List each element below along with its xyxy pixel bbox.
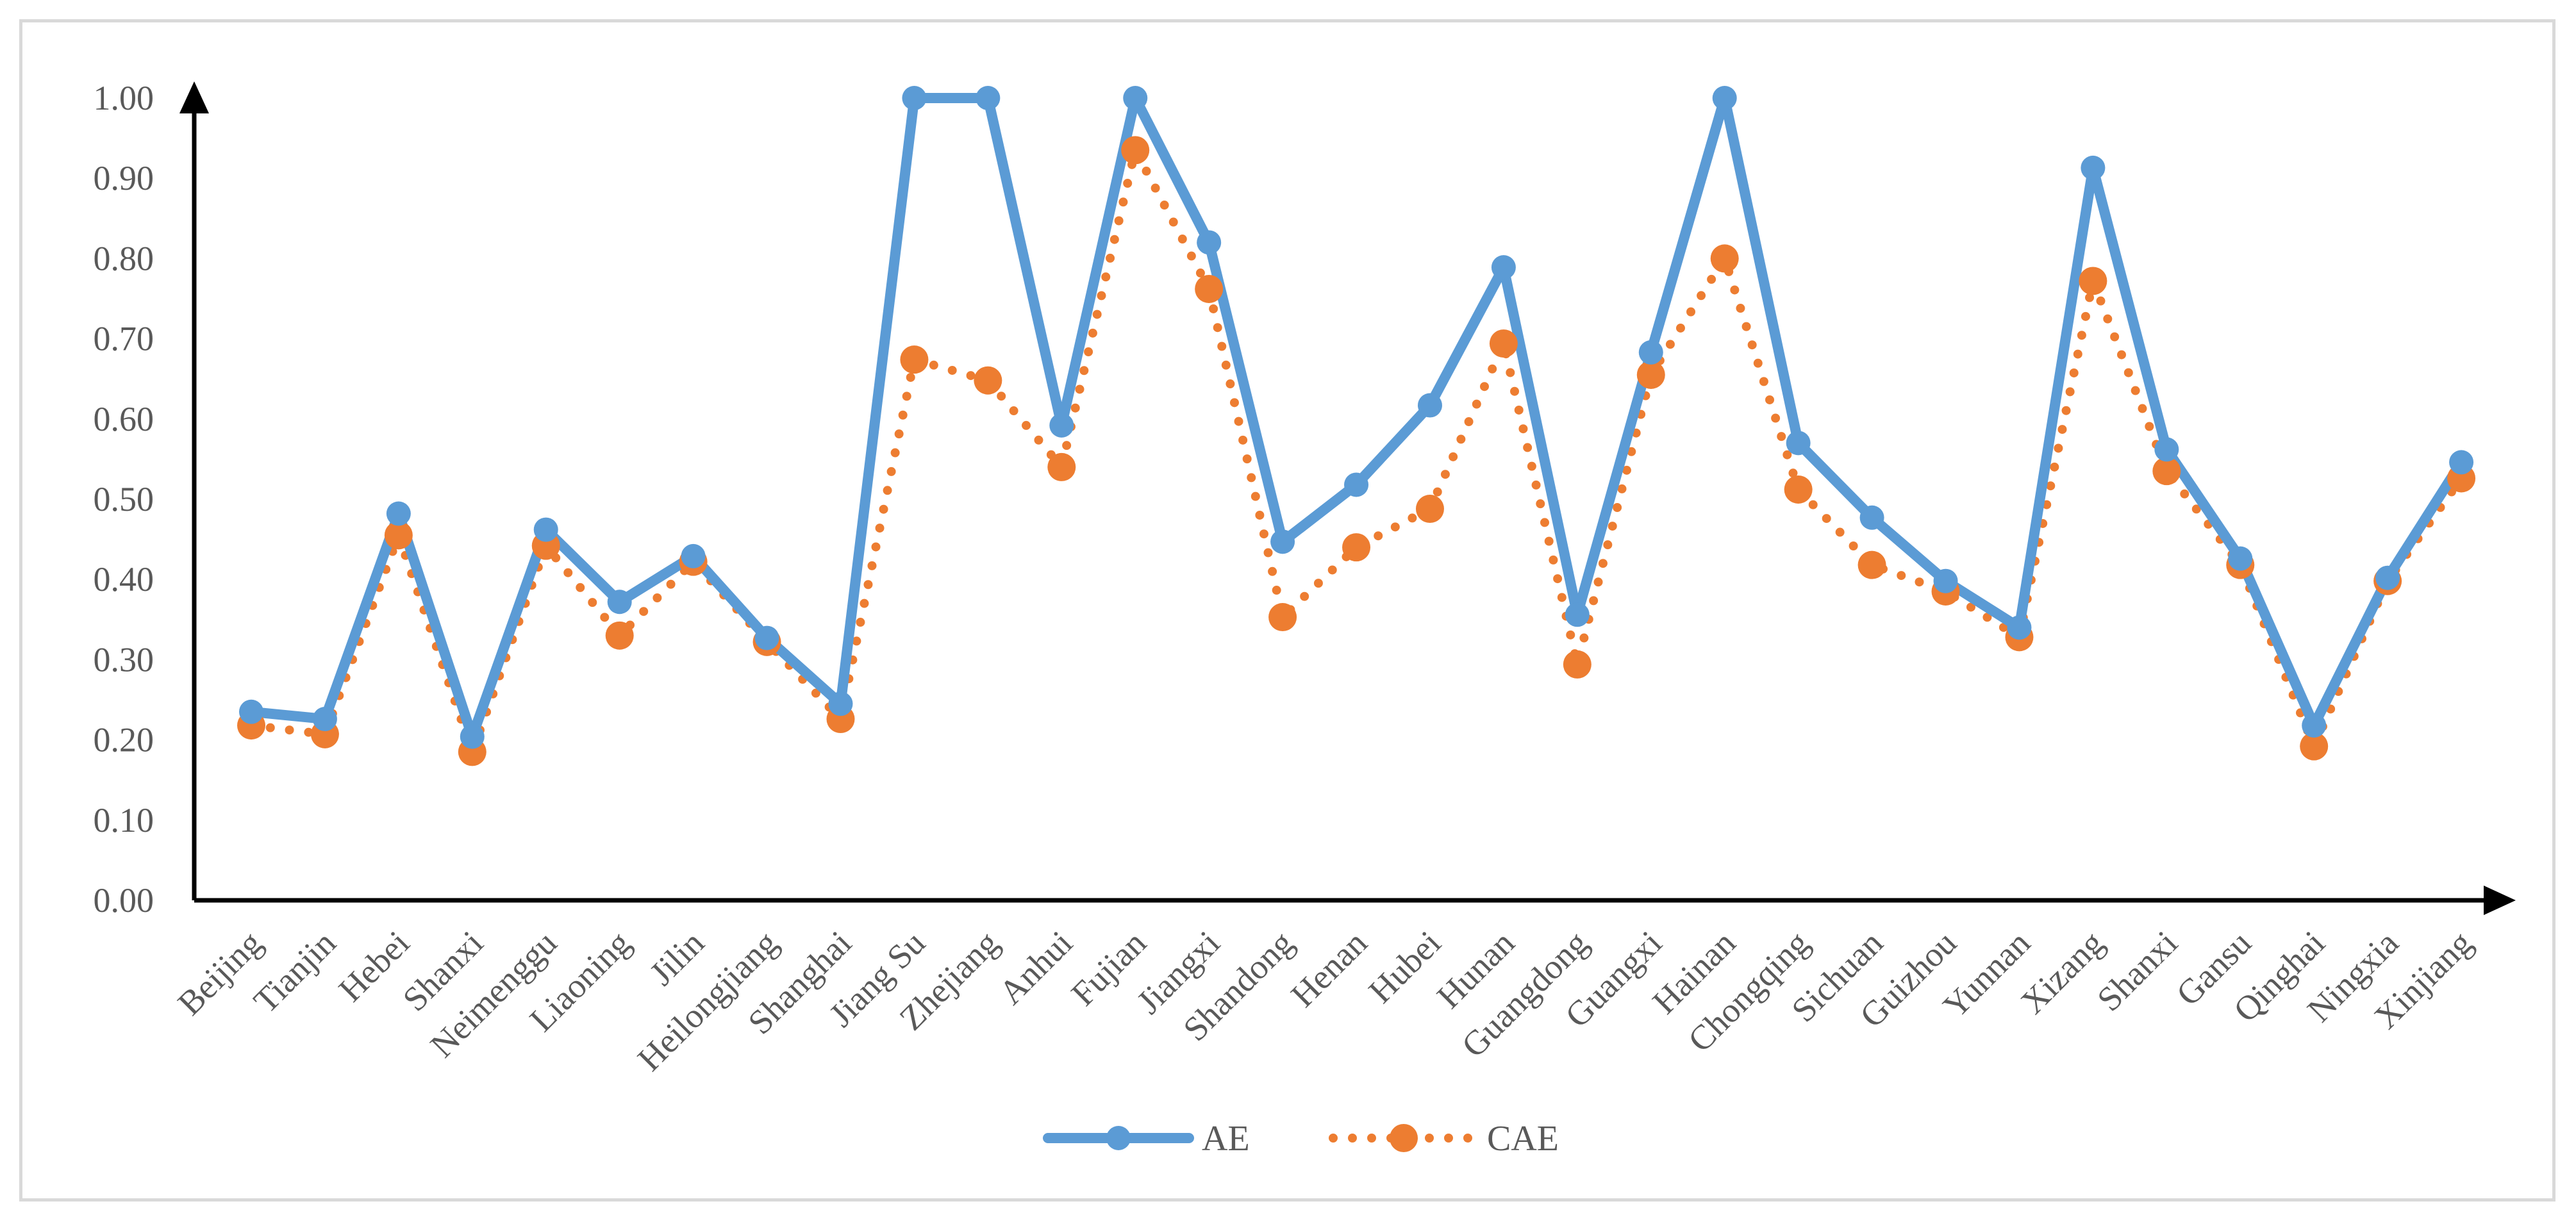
x-axis-arrow xyxy=(2484,886,2516,915)
point-ae-qinghai xyxy=(2302,713,2327,738)
y-tick-label: 0.00 xyxy=(94,881,154,920)
point-ae-ningxia xyxy=(2375,565,2400,590)
point-ae-guangdong xyxy=(1565,602,1590,627)
point-ae-hainan xyxy=(1712,86,1737,110)
legend: AE CAE xyxy=(1043,1119,1559,1159)
point-cae-hainan xyxy=(1710,244,1739,273)
point-ae-fujian xyxy=(1123,86,1148,110)
series-line-cae xyxy=(247,137,2466,766)
point-cae-sichuan xyxy=(1857,550,1886,579)
point-cae-fujian xyxy=(1121,136,1150,165)
point-ae-jiangxi xyxy=(1197,230,1222,255)
point-ae-shanxi xyxy=(460,724,485,749)
point-cae-hunan xyxy=(1489,329,1518,358)
point-ae-tianjin xyxy=(312,707,337,732)
legend-swatch-cae-marker xyxy=(1390,1124,1418,1152)
y-tick-label: 1.00 xyxy=(94,79,154,117)
y-tick-label: 0.60 xyxy=(94,400,154,438)
chart-frame: 0.00 0.10 0.20 0.30 0.40 0.50 0.60 0.70 0.80 0.90… xyxy=(19,19,2555,1201)
y-tick-label: 0.80 xyxy=(94,239,154,277)
point-ae-jilin xyxy=(681,543,706,568)
x-tick-label: Beijing xyxy=(170,923,270,1023)
point-ae-guangxi xyxy=(1638,340,1663,365)
x-tick-label: Hubei xyxy=(1361,923,1449,1011)
point-ae-zhejiang xyxy=(976,86,1001,110)
x-tick-label: Shanxi xyxy=(2090,923,2185,1019)
point-cae-zhejiang xyxy=(974,366,1002,395)
point-ae-heilongjiang xyxy=(754,625,779,650)
point-cae-hubei xyxy=(1415,495,1444,524)
series-line-ae xyxy=(251,93,2466,742)
x-tick-label: Henan xyxy=(1283,923,1374,1014)
point-cae-jiangxi xyxy=(1195,274,1224,303)
point-cae-guangdong xyxy=(1563,650,1591,679)
point-ae-hunan xyxy=(1491,255,1516,280)
point-ae-xinjiang xyxy=(2449,450,2474,475)
series-layer xyxy=(237,86,2476,766)
legend-swatch-ae-marker xyxy=(1106,1126,1131,1150)
point-cae-jiang-su xyxy=(900,345,929,374)
y-tick-label: 0.90 xyxy=(94,159,154,197)
point-ae-shanxi xyxy=(2154,437,2179,462)
y-tick-label: 0.50 xyxy=(94,480,154,518)
point-ae-hubei xyxy=(1417,393,1442,418)
point-cae-guangxi xyxy=(1636,360,1665,389)
y-axis-ticks: 0.00 0.10 0.20 0.30 0.40 0.50 0.60 0.70 0.80 0.90… xyxy=(94,79,154,920)
point-ae-henan xyxy=(1344,472,1369,497)
point-cae-henan xyxy=(1342,533,1371,562)
point-ae-yunnan xyxy=(2007,615,2032,640)
y-axis-arrow xyxy=(179,81,209,113)
y-tick-label: 0.40 xyxy=(94,560,154,599)
point-ae-guizhou xyxy=(1933,568,1958,593)
point-ae-sichuan xyxy=(1859,505,1884,530)
y-tick-label: 0.20 xyxy=(94,721,154,759)
point-ae-xizang xyxy=(2081,155,2106,180)
y-tick-label: 0.70 xyxy=(94,320,154,358)
point-cae-qinghai xyxy=(2300,732,2329,761)
point-cae-shanxi xyxy=(2152,457,2181,486)
point-cae-chongqing xyxy=(1784,475,1813,504)
point-ae-shanghai xyxy=(828,691,853,716)
point-cae-xizang xyxy=(2079,267,2107,295)
legend-label-ae: AE xyxy=(1202,1119,1250,1159)
x-tick-label: Tianjin xyxy=(246,923,343,1020)
y-tick-label: 0.10 xyxy=(94,801,154,839)
point-ae-hebei xyxy=(386,501,411,526)
point-ae-liaoning xyxy=(607,590,632,615)
point-ae-shandong xyxy=(1270,529,1295,554)
point-ae-anhui xyxy=(1049,413,1074,438)
legend-label-cae: CAE xyxy=(1487,1119,1559,1159)
point-ae-jiang-su xyxy=(902,86,927,110)
point-ae-neimenggu xyxy=(533,517,558,542)
y-tick-label: 0.30 xyxy=(94,640,154,679)
x-tick-label: Anhui xyxy=(992,923,1080,1012)
point-cae-liaoning xyxy=(605,621,634,650)
x-tick-label: Xizang xyxy=(2013,923,2111,1021)
point-cae-shandong xyxy=(1268,603,1297,632)
point-cae-hebei xyxy=(384,521,413,550)
x-axis-labels: BeijingTianjinHebeiShanxiNeimengguLiaoni… xyxy=(170,923,2480,1078)
point-cae-anhui xyxy=(1047,452,1076,481)
axes xyxy=(179,81,2516,915)
point-ae-gansu xyxy=(2228,546,2253,571)
point-ae-beijing xyxy=(239,699,263,724)
point-ae-chongqing xyxy=(1786,431,1811,456)
line-chart: 0.00 0.10 0.20 0.30 0.40 0.50 0.60 0.70 0.80 0.90… xyxy=(94,79,2516,1159)
